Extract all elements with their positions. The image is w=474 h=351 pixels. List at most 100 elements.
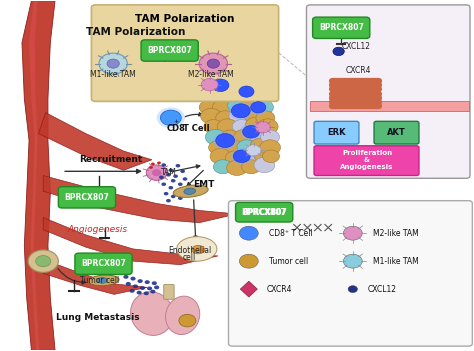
Circle shape <box>232 120 251 133</box>
Circle shape <box>175 190 180 193</box>
Text: CXCL12: CXCL12 <box>368 285 397 294</box>
Ellipse shape <box>97 278 108 283</box>
Circle shape <box>233 150 250 163</box>
Circle shape <box>201 78 218 91</box>
Circle shape <box>239 254 258 268</box>
Ellipse shape <box>89 275 119 286</box>
Circle shape <box>161 163 166 167</box>
FancyBboxPatch shape <box>307 5 470 178</box>
FancyBboxPatch shape <box>236 203 293 222</box>
Circle shape <box>254 157 275 173</box>
Circle shape <box>224 80 245 96</box>
Circle shape <box>178 197 182 200</box>
Circle shape <box>182 187 187 191</box>
Circle shape <box>168 186 173 190</box>
Polygon shape <box>38 113 152 170</box>
Circle shape <box>230 148 253 165</box>
Circle shape <box>140 286 145 290</box>
Circle shape <box>150 290 155 293</box>
Circle shape <box>249 128 268 142</box>
FancyBboxPatch shape <box>228 201 473 346</box>
FancyBboxPatch shape <box>75 253 132 274</box>
FancyBboxPatch shape <box>310 101 469 111</box>
Circle shape <box>145 280 150 284</box>
Circle shape <box>185 192 190 196</box>
Circle shape <box>207 89 224 101</box>
Text: BPRCX807: BPRCX807 <box>147 46 192 55</box>
Circle shape <box>216 133 235 147</box>
Ellipse shape <box>191 245 205 254</box>
FancyBboxPatch shape <box>58 187 116 208</box>
Circle shape <box>99 53 128 74</box>
Circle shape <box>213 160 232 174</box>
Text: M1-like TAM: M1-like TAM <box>90 69 136 79</box>
Text: CXCL12: CXCL12 <box>341 42 371 51</box>
Circle shape <box>333 47 344 55</box>
Text: TAM Polarization: TAM Polarization <box>135 14 235 24</box>
Circle shape <box>210 148 231 164</box>
Circle shape <box>130 277 136 280</box>
Circle shape <box>256 111 275 125</box>
Text: BPRCX807: BPRCX807 <box>64 193 109 202</box>
Circle shape <box>137 279 143 283</box>
Circle shape <box>199 100 218 114</box>
Circle shape <box>248 100 269 115</box>
Text: CD8⁺ T Cell: CD8⁺ T Cell <box>269 229 312 238</box>
Circle shape <box>251 90 270 104</box>
Circle shape <box>160 110 181 126</box>
Text: BPRCX807: BPRCX807 <box>242 208 287 217</box>
Circle shape <box>171 179 175 183</box>
FancyBboxPatch shape <box>164 285 174 299</box>
Circle shape <box>179 314 196 327</box>
Circle shape <box>152 169 161 176</box>
Circle shape <box>36 256 51 267</box>
Circle shape <box>222 140 243 155</box>
Polygon shape <box>29 1 39 350</box>
FancyBboxPatch shape <box>91 5 279 101</box>
Circle shape <box>164 192 168 196</box>
FancyBboxPatch shape <box>141 40 198 61</box>
Circle shape <box>207 59 219 68</box>
Circle shape <box>239 86 254 97</box>
Circle shape <box>180 170 185 173</box>
Circle shape <box>178 183 182 186</box>
Circle shape <box>229 108 250 124</box>
FancyBboxPatch shape <box>314 121 359 144</box>
Circle shape <box>173 174 178 178</box>
Circle shape <box>260 140 281 155</box>
Circle shape <box>201 108 221 124</box>
Text: TAM Polarization: TAM Polarization <box>86 27 185 37</box>
Circle shape <box>213 131 237 150</box>
Circle shape <box>166 173 171 177</box>
Circle shape <box>205 130 226 145</box>
Text: Tumor cell: Tumor cell <box>269 257 308 266</box>
Circle shape <box>196 80 217 96</box>
Text: EMT: EMT <box>193 180 215 189</box>
Text: BPRCX807: BPRCX807 <box>81 259 126 268</box>
Circle shape <box>255 122 271 133</box>
Circle shape <box>146 165 167 180</box>
Circle shape <box>182 177 187 181</box>
Circle shape <box>246 145 261 156</box>
Text: T Cell: T Cell <box>182 124 210 133</box>
Circle shape <box>237 140 256 154</box>
Circle shape <box>212 79 229 92</box>
Circle shape <box>343 226 362 240</box>
Text: BPRCX807: BPRCX807 <box>319 23 364 32</box>
Text: Lung Metastasis: Lung Metastasis <box>56 313 139 322</box>
Circle shape <box>159 176 164 179</box>
Circle shape <box>218 92 237 106</box>
Ellipse shape <box>165 296 200 335</box>
Circle shape <box>228 102 253 120</box>
Ellipse shape <box>184 188 196 194</box>
Circle shape <box>161 183 166 186</box>
Circle shape <box>343 254 362 268</box>
FancyBboxPatch shape <box>374 121 419 144</box>
Text: Proliferation
&
Angiogenesis: Proliferation & Angiogenesis <box>340 151 393 171</box>
Circle shape <box>234 130 255 145</box>
Circle shape <box>250 138 271 153</box>
Circle shape <box>231 104 250 118</box>
Text: BPRCX807: BPRCX807 <box>242 208 287 217</box>
FancyBboxPatch shape <box>314 146 419 176</box>
Circle shape <box>211 74 230 88</box>
